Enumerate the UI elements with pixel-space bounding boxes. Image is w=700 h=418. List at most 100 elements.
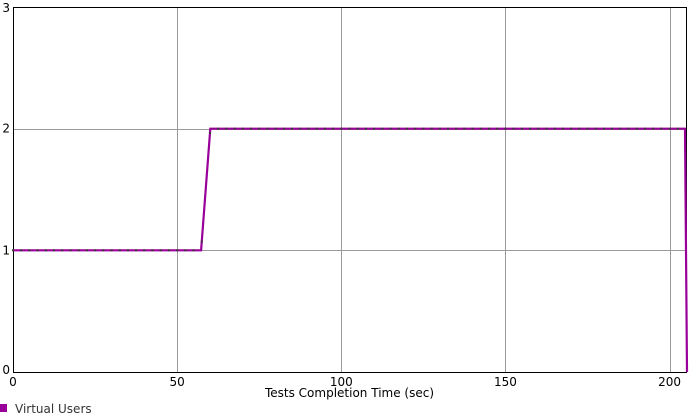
data-point [430,127,433,130]
data-point [504,127,507,130]
data-point [12,249,14,252]
data-point [381,127,384,130]
data-point [619,127,622,130]
data-point [44,249,47,252]
x-tick-label: 100 [330,375,353,389]
y-tick-label: 0 [2,363,10,377]
data-point [668,127,671,130]
data-point [209,132,211,134]
data-point [258,127,261,130]
x-tick-label: 0 [9,375,17,389]
data-point [364,127,367,130]
data-point [167,249,170,252]
data-point [225,127,228,130]
y-tick-label: 1 [2,243,10,257]
data-point [151,249,154,252]
data-point [200,240,203,243]
data-point [126,249,129,252]
data-point [61,249,64,252]
data-point [356,127,359,130]
data-point [323,127,326,130]
data-point [414,127,417,130]
data-point [94,249,97,252]
data-point [102,249,105,252]
data-point [406,127,408,130]
data-point [422,127,425,130]
data-point [28,249,31,252]
legend: Virtual Users [0,402,92,416]
data-point [438,127,441,130]
y-tick-label: 3 [2,1,10,15]
data-point [627,127,630,130]
data-point [537,127,540,130]
data-point [69,249,72,252]
data-point [282,127,285,130]
data-point [397,127,400,130]
data-point [660,127,663,130]
data-point [676,127,679,130]
data-point [644,127,646,130]
data-point [118,249,121,252]
data-point [652,127,655,130]
data-point [266,127,269,130]
data-point [274,127,277,130]
y-tick-label: 2 [2,122,10,136]
data-point [184,249,187,252]
data-point [241,127,244,130]
data-point [594,127,597,130]
series-line [13,127,689,373]
data-point [332,127,335,130]
data-point [553,127,556,130]
x-tick-label: 50 [170,375,185,389]
data-point [348,127,351,130]
data-point [110,249,113,252]
data-point [512,127,515,130]
data-point [291,127,293,130]
data-point [488,127,490,130]
data-point [135,249,138,252]
data-point [340,127,343,130]
data-point [77,249,80,252]
x-axis-tick-labels: 0 50 100 150 200 [9,375,681,389]
data-point [635,127,638,130]
data-point [570,127,573,130]
data-point [85,249,88,252]
data-point [447,127,449,130]
data-point [611,127,614,130]
data-point [143,249,146,252]
data-point [389,127,392,130]
data-point [496,127,499,130]
data-point [586,127,589,130]
grid-lines [13,7,686,373]
data-point [471,127,474,130]
x-axis-title: Tests Completion Time (sec) [264,386,434,400]
data-point [561,127,564,130]
data-point [545,127,548,130]
y-axis-tick-labels: 0 1 2 3 [2,1,10,377]
legend-swatch [0,404,7,412]
data-point [307,127,310,130]
data-point [578,127,581,130]
plot-frame [13,7,687,373]
data-point [233,127,236,130]
legend-label: Virtual Users [15,402,92,416]
data-point [479,127,482,130]
data-point [529,127,532,130]
data-point [373,127,376,130]
data-point [36,249,39,252]
data-point [520,127,523,130]
series-layer [12,127,689,373]
x-tick-label: 150 [494,375,517,389]
data-point [602,127,605,130]
data-point [250,127,252,130]
data-point [53,249,55,252]
data-point [455,127,458,130]
data-point [299,127,302,130]
data-point [463,127,466,130]
data-point [217,127,220,130]
data-point [192,249,195,252]
data-point [315,127,318,130]
x-tick-label: 200 [658,375,681,389]
data-point [159,249,162,252]
